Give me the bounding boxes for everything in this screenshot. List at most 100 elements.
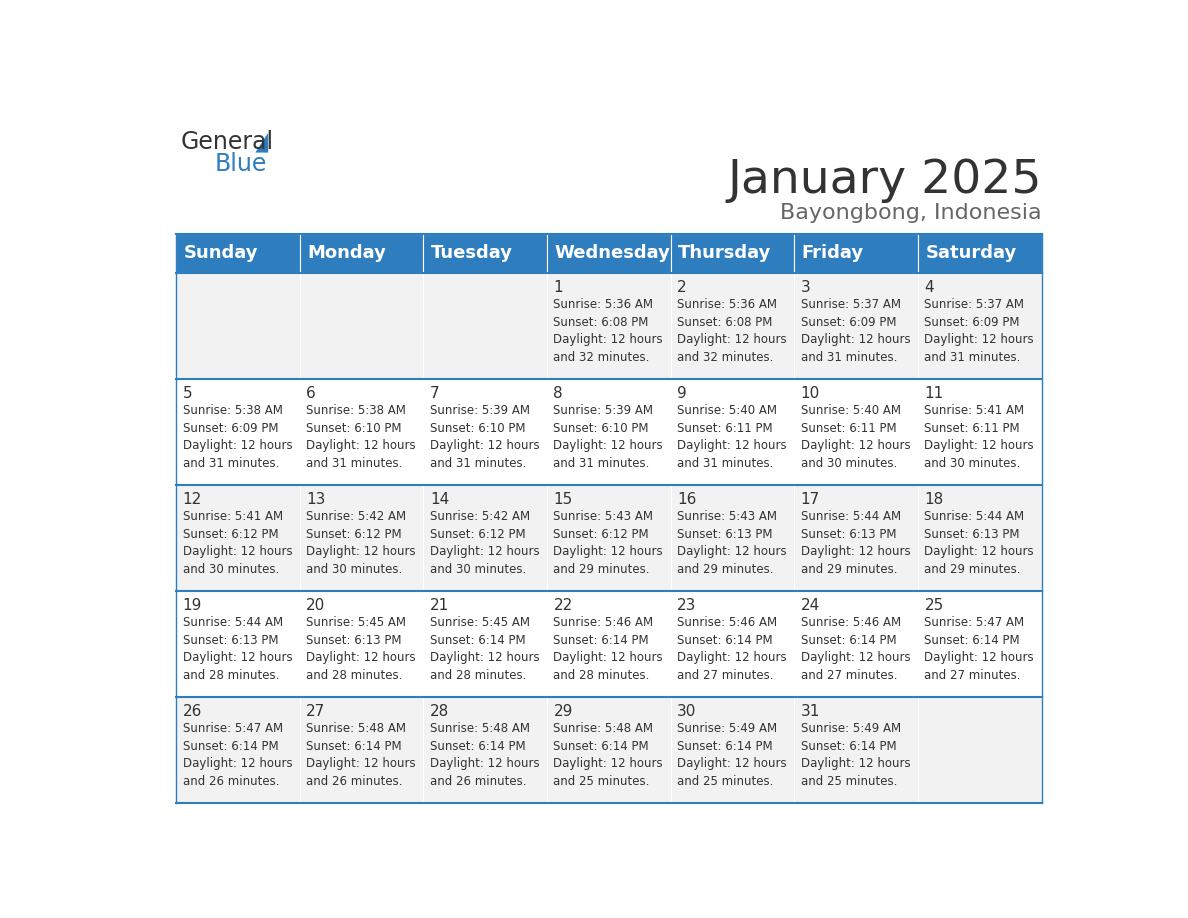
Text: 6: 6 <box>307 386 316 401</box>
FancyBboxPatch shape <box>176 591 299 697</box>
Text: 8: 8 <box>554 386 563 401</box>
Text: Sunrise: 5:40 AM
Sunset: 6:11 PM
Daylight: 12 hours
and 31 minutes.: Sunrise: 5:40 AM Sunset: 6:11 PM Dayligh… <box>677 404 786 470</box>
Text: 2: 2 <box>677 280 687 295</box>
Text: Sunrise: 5:36 AM
Sunset: 6:08 PM
Daylight: 12 hours
and 32 minutes.: Sunrise: 5:36 AM Sunset: 6:08 PM Dayligh… <box>677 298 786 364</box>
Text: Blue: Blue <box>215 151 267 176</box>
FancyBboxPatch shape <box>671 591 795 697</box>
FancyBboxPatch shape <box>795 697 918 803</box>
Text: 10: 10 <box>801 386 820 401</box>
Text: 14: 14 <box>430 492 449 507</box>
FancyBboxPatch shape <box>423 273 546 379</box>
Text: Sunrise: 5:37 AM
Sunset: 6:09 PM
Daylight: 12 hours
and 31 minutes.: Sunrise: 5:37 AM Sunset: 6:09 PM Dayligh… <box>801 298 910 364</box>
FancyBboxPatch shape <box>795 273 918 379</box>
FancyBboxPatch shape <box>918 591 1042 697</box>
Text: Sunrise: 5:46 AM
Sunset: 6:14 PM
Daylight: 12 hours
and 27 minutes.: Sunrise: 5:46 AM Sunset: 6:14 PM Dayligh… <box>677 616 786 682</box>
Text: 23: 23 <box>677 598 696 613</box>
Text: Wednesday: Wednesday <box>555 244 670 263</box>
Text: Sunrise: 5:48 AM
Sunset: 6:14 PM
Daylight: 12 hours
and 26 minutes.: Sunrise: 5:48 AM Sunset: 6:14 PM Dayligh… <box>307 722 416 788</box>
FancyBboxPatch shape <box>299 379 423 485</box>
Text: Sunrise: 5:43 AM
Sunset: 6:12 PM
Daylight: 12 hours
and 29 minutes.: Sunrise: 5:43 AM Sunset: 6:12 PM Dayligh… <box>554 510 663 576</box>
Text: 15: 15 <box>554 492 573 507</box>
Text: 18: 18 <box>924 492 943 507</box>
FancyBboxPatch shape <box>299 234 423 273</box>
Text: Sunrise: 5:49 AM
Sunset: 6:14 PM
Daylight: 12 hours
and 25 minutes.: Sunrise: 5:49 AM Sunset: 6:14 PM Dayligh… <box>801 722 910 788</box>
Text: 21: 21 <box>430 598 449 613</box>
Text: 4: 4 <box>924 280 934 295</box>
Text: Friday: Friday <box>802 244 864 263</box>
Text: Sunrise: 5:46 AM
Sunset: 6:14 PM
Daylight: 12 hours
and 28 minutes.: Sunrise: 5:46 AM Sunset: 6:14 PM Dayligh… <box>554 616 663 682</box>
Text: Thursday: Thursday <box>678 244 771 263</box>
Text: Sunrise: 5:42 AM
Sunset: 6:12 PM
Daylight: 12 hours
and 30 minutes.: Sunrise: 5:42 AM Sunset: 6:12 PM Dayligh… <box>430 510 539 576</box>
Text: Sunrise: 5:46 AM
Sunset: 6:14 PM
Daylight: 12 hours
and 27 minutes.: Sunrise: 5:46 AM Sunset: 6:14 PM Dayligh… <box>801 616 910 682</box>
FancyBboxPatch shape <box>176 379 299 485</box>
Text: Sunrise: 5:45 AM
Sunset: 6:13 PM
Daylight: 12 hours
and 28 minutes.: Sunrise: 5:45 AM Sunset: 6:13 PM Dayligh… <box>307 616 416 682</box>
Text: 11: 11 <box>924 386 943 401</box>
FancyBboxPatch shape <box>918 234 1042 273</box>
FancyBboxPatch shape <box>176 697 299 803</box>
Text: Tuesday: Tuesday <box>431 244 513 263</box>
FancyBboxPatch shape <box>546 697 671 803</box>
FancyBboxPatch shape <box>795 379 918 485</box>
Polygon shape <box>255 133 268 152</box>
Text: 26: 26 <box>183 704 202 719</box>
FancyBboxPatch shape <box>299 485 423 591</box>
FancyBboxPatch shape <box>795 234 918 273</box>
Text: Sunrise: 5:42 AM
Sunset: 6:12 PM
Daylight: 12 hours
and 30 minutes.: Sunrise: 5:42 AM Sunset: 6:12 PM Dayligh… <box>307 510 416 576</box>
Text: Sunrise: 5:49 AM
Sunset: 6:14 PM
Daylight: 12 hours
and 25 minutes.: Sunrise: 5:49 AM Sunset: 6:14 PM Dayligh… <box>677 722 786 788</box>
FancyBboxPatch shape <box>671 273 795 379</box>
FancyBboxPatch shape <box>918 379 1042 485</box>
Text: Sunrise: 5:38 AM
Sunset: 6:10 PM
Daylight: 12 hours
and 31 minutes.: Sunrise: 5:38 AM Sunset: 6:10 PM Dayligh… <box>307 404 416 470</box>
Text: 24: 24 <box>801 598 820 613</box>
Text: 20: 20 <box>307 598 326 613</box>
FancyBboxPatch shape <box>671 485 795 591</box>
FancyBboxPatch shape <box>423 379 546 485</box>
Text: 13: 13 <box>307 492 326 507</box>
Text: Sunrise: 5:44 AM
Sunset: 6:13 PM
Daylight: 12 hours
and 29 minutes.: Sunrise: 5:44 AM Sunset: 6:13 PM Dayligh… <box>801 510 910 576</box>
Text: Sunrise: 5:36 AM
Sunset: 6:08 PM
Daylight: 12 hours
and 32 minutes.: Sunrise: 5:36 AM Sunset: 6:08 PM Dayligh… <box>554 298 663 364</box>
FancyBboxPatch shape <box>423 591 546 697</box>
Text: Sunrise: 5:47 AM
Sunset: 6:14 PM
Daylight: 12 hours
and 26 minutes.: Sunrise: 5:47 AM Sunset: 6:14 PM Dayligh… <box>183 722 292 788</box>
FancyBboxPatch shape <box>176 234 299 273</box>
FancyBboxPatch shape <box>671 379 795 485</box>
FancyBboxPatch shape <box>795 485 918 591</box>
FancyBboxPatch shape <box>176 485 299 591</box>
FancyBboxPatch shape <box>546 379 671 485</box>
FancyBboxPatch shape <box>299 273 423 379</box>
Text: Bayongbong, Indonesia: Bayongbong, Indonesia <box>781 203 1042 223</box>
Text: Sunrise: 5:47 AM
Sunset: 6:14 PM
Daylight: 12 hours
and 27 minutes.: Sunrise: 5:47 AM Sunset: 6:14 PM Dayligh… <box>924 616 1034 682</box>
FancyBboxPatch shape <box>423 485 546 591</box>
FancyBboxPatch shape <box>546 234 671 273</box>
Text: January 2025: January 2025 <box>727 158 1042 204</box>
Text: Sunrise: 5:48 AM
Sunset: 6:14 PM
Daylight: 12 hours
and 25 minutes.: Sunrise: 5:48 AM Sunset: 6:14 PM Dayligh… <box>554 722 663 788</box>
Text: Saturday: Saturday <box>925 244 1017 263</box>
Text: 27: 27 <box>307 704 326 719</box>
Text: 31: 31 <box>801 704 820 719</box>
FancyBboxPatch shape <box>176 273 299 379</box>
FancyBboxPatch shape <box>671 697 795 803</box>
FancyBboxPatch shape <box>299 591 423 697</box>
Text: 1: 1 <box>554 280 563 295</box>
FancyBboxPatch shape <box>546 273 671 379</box>
Text: Sunrise: 5:44 AM
Sunset: 6:13 PM
Daylight: 12 hours
and 29 minutes.: Sunrise: 5:44 AM Sunset: 6:13 PM Dayligh… <box>924 510 1034 576</box>
FancyBboxPatch shape <box>546 591 671 697</box>
FancyBboxPatch shape <box>918 273 1042 379</box>
FancyBboxPatch shape <box>918 697 1042 803</box>
Text: Sunrise: 5:41 AM
Sunset: 6:12 PM
Daylight: 12 hours
and 30 minutes.: Sunrise: 5:41 AM Sunset: 6:12 PM Dayligh… <box>183 510 292 576</box>
FancyBboxPatch shape <box>671 234 795 273</box>
Text: 5: 5 <box>183 386 192 401</box>
Text: Monday: Monday <box>308 244 386 263</box>
Text: 12: 12 <box>183 492 202 507</box>
Text: 28: 28 <box>430 704 449 719</box>
Text: 16: 16 <box>677 492 696 507</box>
Text: Sunrise: 5:41 AM
Sunset: 6:11 PM
Daylight: 12 hours
and 30 minutes.: Sunrise: 5:41 AM Sunset: 6:11 PM Dayligh… <box>924 404 1034 470</box>
Text: Sunrise: 5:40 AM
Sunset: 6:11 PM
Daylight: 12 hours
and 30 minutes.: Sunrise: 5:40 AM Sunset: 6:11 PM Dayligh… <box>801 404 910 470</box>
FancyBboxPatch shape <box>299 697 423 803</box>
Text: Sunrise: 5:39 AM
Sunset: 6:10 PM
Daylight: 12 hours
and 31 minutes.: Sunrise: 5:39 AM Sunset: 6:10 PM Dayligh… <box>430 404 539 470</box>
Text: General: General <box>181 130 274 154</box>
Text: 17: 17 <box>801 492 820 507</box>
Text: 19: 19 <box>183 598 202 613</box>
Text: 7: 7 <box>430 386 440 401</box>
Text: Sunrise: 5:38 AM
Sunset: 6:09 PM
Daylight: 12 hours
and 31 minutes.: Sunrise: 5:38 AM Sunset: 6:09 PM Dayligh… <box>183 404 292 470</box>
FancyBboxPatch shape <box>546 485 671 591</box>
Text: 29: 29 <box>554 704 573 719</box>
